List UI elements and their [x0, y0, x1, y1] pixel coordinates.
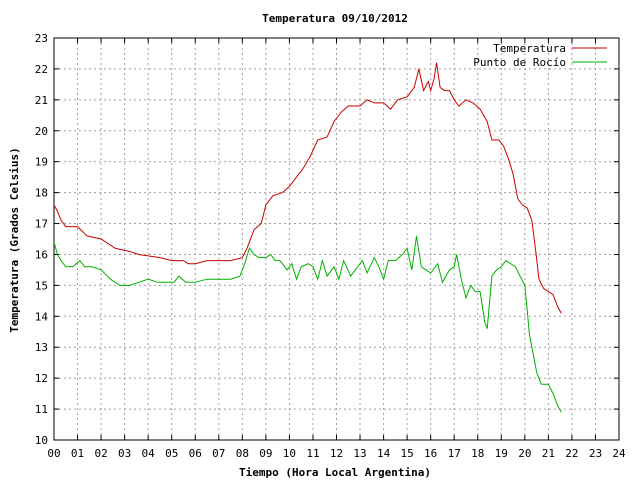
- x-tick-label: 09: [259, 447, 272, 460]
- x-axis-label: Tiempo (Hora Local Argentina): [239, 466, 431, 479]
- x-tick-label: 24: [612, 447, 626, 460]
- x-tick-label: 14: [377, 447, 391, 460]
- y-tick-label: 21: [35, 94, 48, 107]
- y-tick-label: 18: [35, 187, 48, 200]
- x-tick-label: 10: [283, 447, 296, 460]
- x-tick-label: 11: [306, 447, 319, 460]
- x-tick-label: 05: [165, 447, 178, 460]
- y-tick-label: 16: [35, 248, 48, 261]
- y-tick-label: 22: [35, 63, 48, 76]
- series-line-1: [53, 235, 562, 413]
- x-tick-label: 20: [518, 447, 531, 460]
- y-tick-label: 20: [35, 125, 48, 138]
- series-lines: [53, 62, 562, 413]
- axis-ticks: 10 11 12 13 14 15 16 17 18 19 20 21 22 23 00 01 02 03 04 05…: [35, 32, 626, 460]
- x-tick-label: 21: [542, 447, 555, 460]
- y-tick-label: 23: [35, 32, 48, 45]
- series-line-0: [53, 62, 562, 314]
- y-tick-label: 14: [35, 310, 49, 323]
- y-axis-label: Temperatura (Grados Celsius): [8, 147, 21, 332]
- y-tick-label: 11: [35, 403, 48, 416]
- legend-label: Punto de Rocío: [473, 56, 566, 69]
- x-tick-label: 18: [471, 447, 484, 460]
- x-tick-label: 03: [118, 447, 131, 460]
- x-tick-label: 06: [189, 447, 202, 460]
- y-tick-label: 13: [35, 341, 48, 354]
- x-tick-label: 01: [71, 447, 84, 460]
- x-tick-label: 22: [565, 447, 578, 460]
- x-tick-label: 00: [47, 447, 60, 460]
- legend-label: Temperatura: [493, 42, 566, 55]
- x-tick-label: 15: [401, 447, 414, 460]
- x-tick-label: 12: [330, 447, 343, 460]
- y-tick-label: 19: [35, 156, 48, 169]
- x-tick-label: 04: [142, 447, 156, 460]
- grid-lines: [54, 38, 619, 440]
- x-tick-label: 19: [495, 447, 508, 460]
- y-tick-label: 12: [35, 372, 48, 385]
- y-tick-label: 17: [35, 218, 48, 231]
- x-tick-label: 08: [236, 447, 249, 460]
- y-tick-label: 15: [35, 279, 48, 292]
- x-tick-label: 07: [212, 447, 225, 460]
- x-tick-label: 02: [94, 447, 107, 460]
- x-tick-label: 17: [448, 447, 461, 460]
- x-tick-label: 23: [589, 447, 602, 460]
- x-tick-label: 13: [353, 447, 366, 460]
- chart-title: Temperatura 09/10/2012: [262, 12, 408, 25]
- x-tick-label: 16: [424, 447, 437, 460]
- y-tick-label: 10: [35, 434, 48, 447]
